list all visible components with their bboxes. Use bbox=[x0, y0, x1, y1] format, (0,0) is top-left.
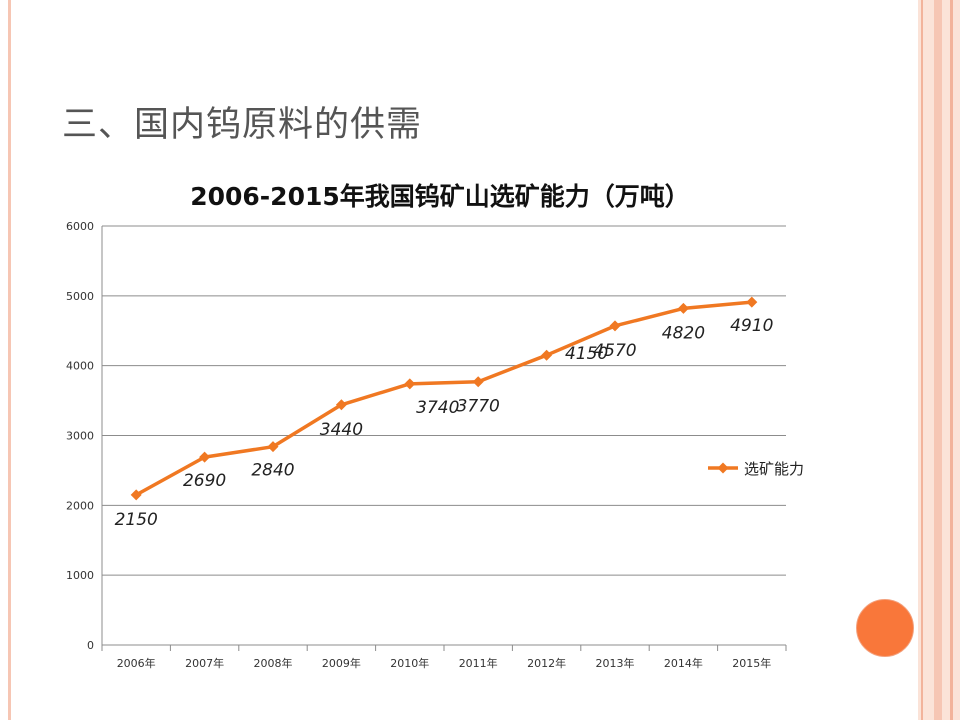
data-label: 3740 bbox=[416, 398, 459, 418]
y-tick-label: 1000 bbox=[66, 569, 94, 582]
x-tick-label: 2009年 bbox=[322, 656, 361, 670]
x-tick-label: 2008年 bbox=[254, 656, 293, 670]
x-tick-label: 2012年 bbox=[527, 656, 566, 670]
slide-frame-stripe bbox=[921, 0, 923, 720]
data-point bbox=[472, 376, 484, 388]
legend-marker bbox=[717, 462, 729, 474]
data-label: 4910 bbox=[730, 316, 773, 336]
slide-frame-stripe bbox=[934, 0, 942, 720]
data-label: 3770 bbox=[457, 397, 500, 417]
slide-frame-left bbox=[8, 0, 11, 720]
x-tick-label: 2007年 bbox=[185, 656, 224, 670]
x-tick-label: 2011年 bbox=[459, 656, 498, 670]
x-tick-label: 2010年 bbox=[390, 656, 429, 670]
data-label: 4150 bbox=[565, 344, 608, 364]
slide-frame-stripe bbox=[950, 0, 953, 720]
y-tick-label: 6000 bbox=[66, 220, 94, 233]
x-tick-label: 2014年 bbox=[664, 656, 703, 670]
data-label: 2840 bbox=[251, 461, 294, 481]
decorative-circle bbox=[856, 599, 914, 657]
series-line bbox=[135, 300, 752, 497]
data-point bbox=[267, 441, 279, 453]
data-point bbox=[746, 296, 758, 308]
x-tick-label: 2013年 bbox=[596, 656, 635, 670]
data-point bbox=[199, 451, 211, 463]
y-tick-label: 3000 bbox=[66, 430, 94, 443]
data-point bbox=[541, 349, 553, 361]
data-point bbox=[335, 399, 347, 411]
data-label: 3440 bbox=[320, 420, 363, 440]
slide-title: 三、国内钨原料的供需 bbox=[62, 105, 423, 145]
legend-label: 选矿能力 bbox=[744, 460, 804, 478]
data-label: 2150 bbox=[115, 510, 158, 530]
x-tick-label: 2015年 bbox=[732, 656, 771, 670]
data-label: 4570 bbox=[593, 341, 636, 361]
y-tick-label: 4000 bbox=[66, 360, 94, 373]
y-tick-label: 2000 bbox=[66, 499, 94, 512]
data-point bbox=[404, 378, 416, 390]
y-tick-label: 5000 bbox=[66, 290, 94, 303]
data-point bbox=[677, 302, 689, 314]
data-label: 4820 bbox=[662, 323, 705, 343]
data-label: 2690 bbox=[183, 471, 226, 491]
y-tick-label: 0 bbox=[87, 639, 94, 652]
data-point bbox=[130, 489, 142, 501]
x-tick-label: 2006年 bbox=[117, 656, 156, 670]
chart-title: 2006-2015年我国钨矿山选矿能力（万吨） bbox=[190, 182, 690, 211]
data-point bbox=[609, 320, 621, 332]
